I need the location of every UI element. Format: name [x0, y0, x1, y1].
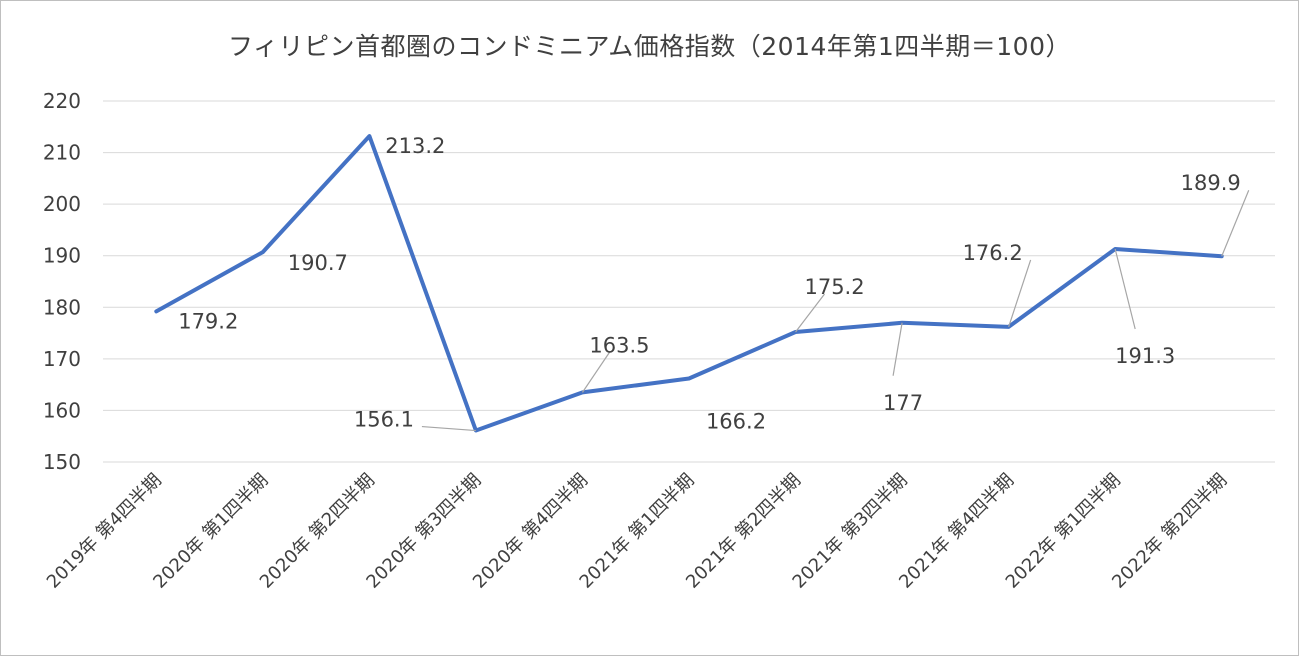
series-line: [154, 134, 1224, 433]
data-label: 163.5: [589, 333, 649, 357]
leader-line: [1008, 259, 1032, 328]
data-label: 189.9: [1181, 171, 1241, 195]
data-label: 213.2: [385, 134, 445, 158]
y-tick-label: 170: [43, 347, 81, 371]
data-label: 166.2: [706, 409, 766, 433]
data-label: 179.2: [178, 309, 238, 333]
leader-line: [581, 352, 610, 393]
x-tick-label: 2021年 第1四半期: [576, 470, 699, 593]
x-tick-label: 2019年 第4四半期: [43, 470, 166, 593]
data-label: 176.2: [963, 241, 1023, 265]
leader-line: [1221, 190, 1250, 257]
leader-line: [1114, 248, 1136, 330]
x-tick-label: 2020年 第3四半期: [362, 470, 485, 593]
x-tick-label: 2020年 第2四半期: [256, 470, 379, 593]
leader-line: [421, 425, 476, 432]
leader-line: [795, 293, 826, 333]
data-label: 190.7: [288, 251, 348, 275]
data-label: 177: [883, 391, 923, 415]
data-label: 191.3: [1115, 344, 1175, 368]
y-tick-label: 200: [43, 192, 81, 216]
x-tick-label: 2020年 第1四半期: [149, 470, 272, 593]
x-tick-label: 2021年 第3四半期: [789, 470, 912, 593]
x-tick-label: 2022年 第1四半期: [1002, 470, 1125, 593]
y-tick-label: 190: [43, 244, 81, 268]
y-tick-label: 150: [43, 450, 81, 474]
data-label: 175.2: [804, 275, 864, 299]
chart-title: フィリピン首都圏のコンドミニアム価格指数（2014年第1四半期＝100）: [228, 32, 1071, 61]
y-tick-label: 210: [43, 141, 81, 165]
x-tick-label: 2020年 第4四半期: [469, 470, 592, 593]
data-label: 156.1: [354, 408, 414, 432]
x-tick-label: 2021年 第4四半期: [895, 470, 1018, 593]
x-tick-label: 2021年 第2四半期: [682, 470, 805, 593]
y-tick-label: 220: [43, 89, 81, 113]
x-tick-label: 2022年 第2四半期: [1108, 470, 1231, 593]
y-tick-label: 180: [43, 295, 81, 319]
y-tick-label: 160: [43, 398, 81, 422]
leader-line: [892, 322, 903, 376]
